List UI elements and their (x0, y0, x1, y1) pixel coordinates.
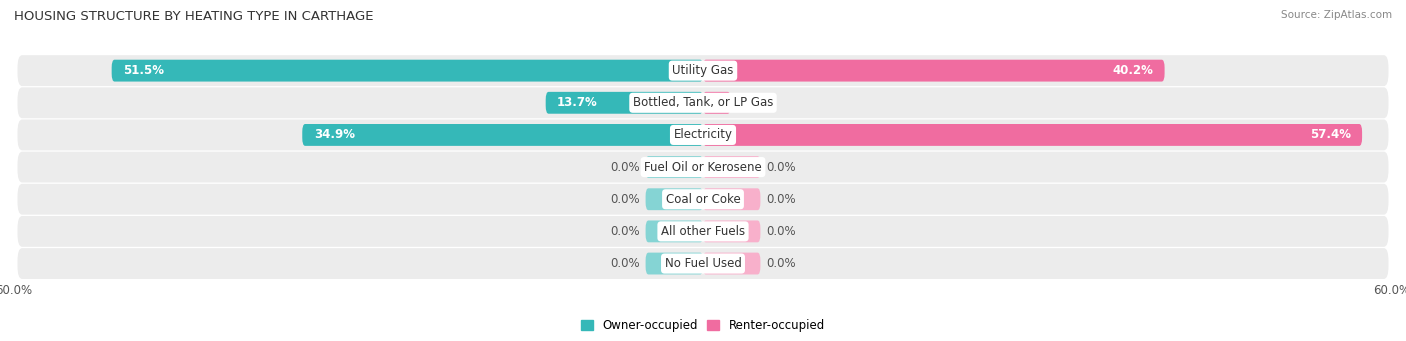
FancyBboxPatch shape (17, 119, 1389, 150)
Text: 51.5%: 51.5% (124, 64, 165, 77)
FancyBboxPatch shape (703, 156, 761, 178)
FancyBboxPatch shape (17, 184, 1389, 215)
Text: 0.0%: 0.0% (610, 193, 640, 206)
FancyBboxPatch shape (17, 216, 1389, 247)
FancyBboxPatch shape (645, 221, 703, 242)
FancyBboxPatch shape (17, 55, 1389, 86)
FancyBboxPatch shape (703, 92, 731, 114)
FancyBboxPatch shape (703, 60, 1164, 81)
Text: 0.0%: 0.0% (610, 161, 640, 174)
FancyBboxPatch shape (645, 156, 703, 178)
FancyBboxPatch shape (17, 152, 1389, 182)
FancyBboxPatch shape (703, 253, 761, 275)
Text: 0.0%: 0.0% (610, 225, 640, 238)
FancyBboxPatch shape (17, 248, 1389, 279)
FancyBboxPatch shape (645, 188, 703, 210)
Text: 40.2%: 40.2% (1112, 64, 1153, 77)
Text: Source: ZipAtlas.com: Source: ZipAtlas.com (1281, 10, 1392, 20)
Text: Electricity: Electricity (673, 129, 733, 142)
Text: HOUSING STRUCTURE BY HEATING TYPE IN CARTHAGE: HOUSING STRUCTURE BY HEATING TYPE IN CAR… (14, 10, 374, 23)
Text: 0.0%: 0.0% (766, 225, 796, 238)
FancyBboxPatch shape (302, 124, 703, 146)
Text: Bottled, Tank, or LP Gas: Bottled, Tank, or LP Gas (633, 96, 773, 109)
Text: Fuel Oil or Kerosene: Fuel Oil or Kerosene (644, 161, 762, 174)
Text: No Fuel Used: No Fuel Used (665, 257, 741, 270)
Text: 57.4%: 57.4% (1309, 129, 1351, 142)
Text: 0.0%: 0.0% (766, 193, 796, 206)
Text: 0.0%: 0.0% (766, 257, 796, 270)
Text: Coal or Coke: Coal or Coke (665, 193, 741, 206)
FancyBboxPatch shape (546, 92, 703, 114)
Legend: Owner-occupied, Renter-occupied: Owner-occupied, Renter-occupied (576, 314, 830, 337)
FancyBboxPatch shape (703, 188, 761, 210)
FancyBboxPatch shape (703, 221, 761, 242)
Text: 0.0%: 0.0% (610, 257, 640, 270)
FancyBboxPatch shape (645, 253, 703, 275)
FancyBboxPatch shape (703, 124, 1362, 146)
Text: 2.4%: 2.4% (686, 96, 718, 109)
Text: 0.0%: 0.0% (766, 161, 796, 174)
FancyBboxPatch shape (17, 87, 1389, 118)
Text: Utility Gas: Utility Gas (672, 64, 734, 77)
FancyBboxPatch shape (111, 60, 703, 81)
Text: 13.7%: 13.7% (557, 96, 598, 109)
Text: All other Fuels: All other Fuels (661, 225, 745, 238)
Text: 34.9%: 34.9% (314, 129, 354, 142)
